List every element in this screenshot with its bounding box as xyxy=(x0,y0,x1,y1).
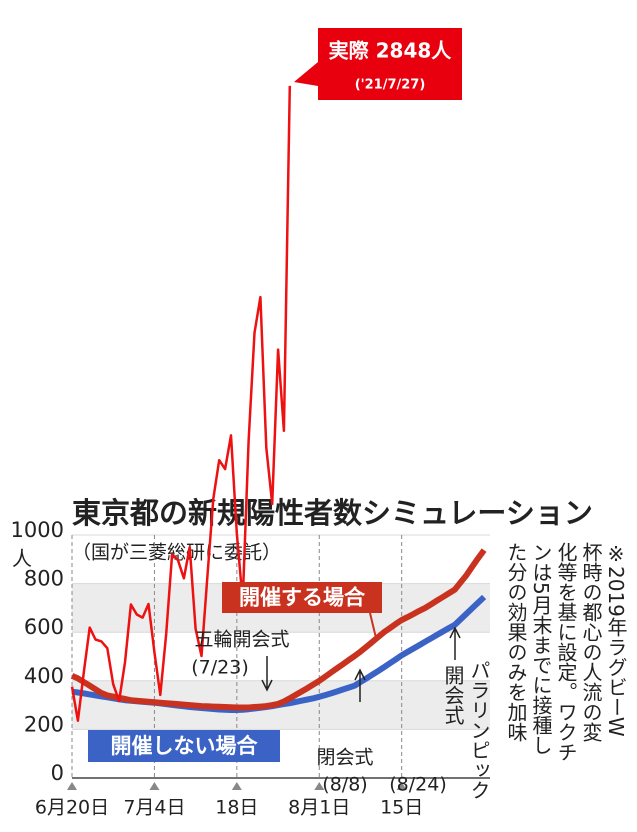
pointer xyxy=(369,612,377,639)
callout xyxy=(294,28,462,100)
y-tick-label: 0 xyxy=(51,761,64,785)
legend-box xyxy=(222,582,382,613)
x-tick-label: 7月4日 xyxy=(123,797,185,819)
legend-box xyxy=(88,730,280,762)
series-line xyxy=(70,85,292,722)
note: ンは5月末までに接種し xyxy=(529,542,553,755)
legend-label: 開催する場合 xyxy=(239,586,366,610)
annotation: (8/24) xyxy=(389,774,447,796)
note: た分の効果のみを加味 xyxy=(504,542,528,742)
annotation: ('21/7/27) xyxy=(355,78,426,93)
annotation: (7/23) xyxy=(191,657,249,679)
arrow xyxy=(354,668,366,702)
annotation: 実際 2848人 xyxy=(329,39,453,63)
series-line xyxy=(70,548,487,711)
arrow xyxy=(449,626,461,660)
y-tick-label: 1000 xyxy=(11,518,64,542)
y-unit: 人 xyxy=(12,547,32,571)
chart-title: 東京都の新規陽性者数シミュレーション xyxy=(72,496,593,530)
y-tick-label: 600 xyxy=(24,615,64,639)
note: ※2019年ラグビーW xyxy=(604,542,628,737)
annotation: 開会式 xyxy=(441,665,465,725)
y-tick-label: 200 xyxy=(24,712,64,736)
tick-mark xyxy=(314,782,325,790)
x-tick-label: 18日 xyxy=(215,797,258,819)
tick-mark xyxy=(67,782,77,790)
x-tick-label: 8月1日 xyxy=(288,797,350,819)
legend-label: 開催しない場合 xyxy=(111,734,259,758)
annotation: パラリンピック xyxy=(467,660,491,800)
tick-mark xyxy=(149,782,160,790)
x-tick-label: 15日 xyxy=(380,797,423,819)
y-tick-label: 800 xyxy=(24,567,64,591)
tick-mark xyxy=(231,782,242,790)
annotation: 五輪開会式 xyxy=(194,629,289,651)
subtitle: （国が三菱総研に委託） xyxy=(72,542,281,564)
y-tick-label: 400 xyxy=(24,664,64,688)
note: 杯時の都心の人流の変 xyxy=(579,542,603,742)
note: 化等を基に設定。ワクチ xyxy=(554,542,578,762)
annotation: (8/8) xyxy=(322,774,367,796)
x-tick-label: 6月20日 xyxy=(35,797,109,819)
arrow xyxy=(261,656,273,692)
tick-mark xyxy=(396,782,407,790)
annotation: 閉会式 xyxy=(316,747,373,769)
